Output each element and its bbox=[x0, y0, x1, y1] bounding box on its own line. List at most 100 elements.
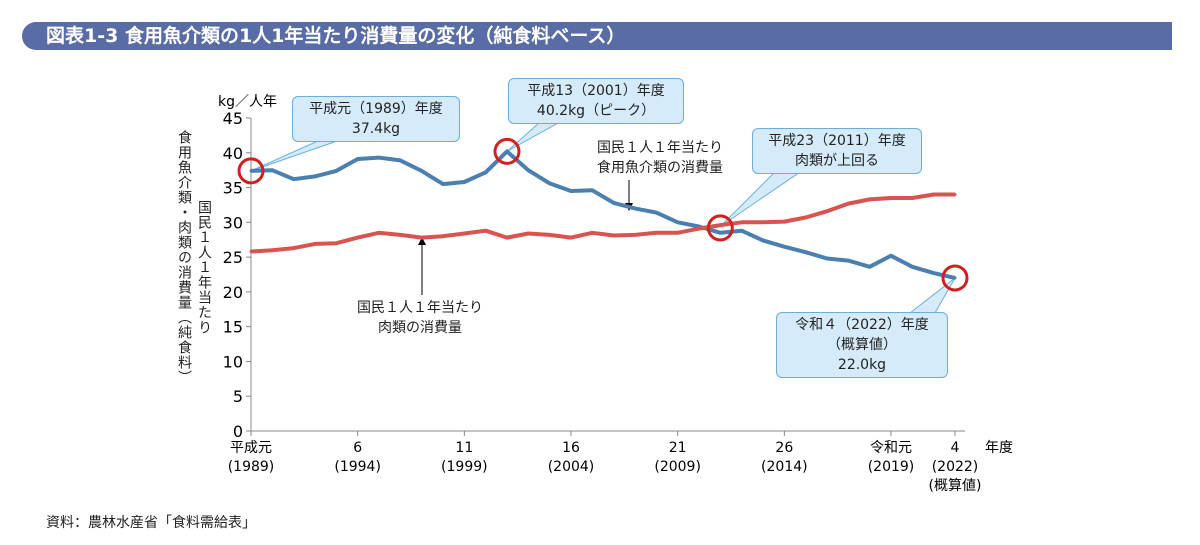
data-point-meat bbox=[889, 196, 893, 200]
data-point-meat bbox=[292, 246, 296, 250]
y-axis-label-outer: 食用魚介類・肉類の消費量（純食料） bbox=[176, 130, 192, 385]
data-point-meat bbox=[868, 197, 872, 201]
data-point-meat bbox=[740, 220, 744, 224]
data-point-fish bbox=[718, 231, 722, 235]
data-point-meat bbox=[398, 233, 402, 237]
callout-1989: 平成元（1989）年度 37.4kg bbox=[292, 96, 460, 142]
data-point-fish bbox=[804, 250, 808, 254]
data-point-meat bbox=[249, 250, 253, 254]
data-point-meat bbox=[718, 223, 722, 227]
data-point-fish bbox=[740, 229, 744, 233]
y-tick-label: 5 bbox=[233, 387, 243, 406]
data-point-fish bbox=[932, 271, 936, 275]
data-point-fish bbox=[505, 149, 509, 153]
data-point-fish bbox=[356, 157, 360, 161]
data-point-fish bbox=[782, 245, 786, 249]
callout-line: 37.4kg bbox=[351, 121, 401, 137]
data-point-fish bbox=[484, 170, 488, 174]
callout-pointer bbox=[250, 139, 341, 172]
data-point-meat bbox=[761, 220, 765, 224]
data-point-meat bbox=[697, 227, 701, 231]
data-point-fish bbox=[633, 206, 637, 210]
x-tick-label: 6 bbox=[353, 440, 362, 456]
y-tick-label: 45 bbox=[223, 109, 243, 128]
data-point-fish bbox=[249, 169, 253, 173]
highlight-circle bbox=[706, 214, 734, 242]
data-point-fish bbox=[654, 211, 658, 215]
callout-line: 平成元（1989）年度 bbox=[309, 101, 443, 117]
data-point-fish bbox=[334, 169, 338, 173]
data-point-meat bbox=[548, 233, 552, 237]
x-tick-label: 16 bbox=[562, 440, 580, 456]
data-point-meat bbox=[441, 234, 445, 238]
callout-line: 平成13（2001）年度 bbox=[527, 83, 665, 99]
data-point-meat bbox=[825, 209, 829, 213]
data-point-fish bbox=[441, 182, 445, 186]
data-point-meat bbox=[313, 242, 317, 246]
data-point-meat bbox=[910, 196, 914, 200]
data-point-meat bbox=[612, 234, 616, 238]
callout-line: 肉類が上回る bbox=[795, 153, 879, 169]
data-point-fish bbox=[910, 265, 914, 269]
x-tick-label: (2019) bbox=[868, 459, 915, 475]
y-tick-label: 10 bbox=[223, 352, 243, 371]
data-point-meat bbox=[804, 215, 808, 219]
callout-2022: 令和４（2022）年度 （概算値） 22.0kg bbox=[776, 312, 948, 378]
data-point-fish bbox=[377, 156, 381, 160]
x-tick-label: (1994) bbox=[334, 459, 381, 475]
y-axis-label-inner: 国民１人１年当たり bbox=[196, 200, 212, 335]
x-tick-label: (2022) bbox=[932, 459, 979, 475]
highlight-circle bbox=[941, 264, 969, 292]
x-tick-label: (1999) bbox=[441, 459, 488, 475]
callout-line: 22.0kg bbox=[837, 357, 887, 373]
x-tick-label: 4 bbox=[951, 440, 960, 456]
source-note: 資料：農林水産省「食料需給表」 bbox=[46, 515, 256, 531]
data-point-fish bbox=[270, 168, 274, 172]
x-tick-label: (2004) bbox=[548, 459, 595, 475]
figure-title: 図表1-3 食用魚介類の1人1年当たり消費量の変化（純食料ベース） bbox=[22, 22, 1172, 50]
y-tick-label: 20 bbox=[223, 283, 243, 302]
data-point-fish bbox=[953, 276, 957, 280]
data-point-fish bbox=[313, 174, 317, 178]
note-line: 国民１人１年当たり bbox=[597, 140, 723, 156]
data-point-meat bbox=[420, 236, 424, 240]
data-point-fish bbox=[462, 180, 466, 184]
fish-note: 国民１人１年当たり 食用魚介類の消費量 bbox=[580, 138, 740, 178]
data-point-fish bbox=[825, 257, 829, 261]
data-point-meat bbox=[782, 220, 786, 224]
highlight-circle bbox=[493, 137, 521, 165]
callout-line: 平成23（2011）年度 bbox=[768, 133, 906, 149]
series-line-fish bbox=[250, 149, 956, 280]
x-tick-label: 令和元 bbox=[870, 440, 912, 456]
callout-line: 40.2kg（ピーク） bbox=[536, 103, 656, 119]
data-point-meat bbox=[569, 236, 573, 240]
data-point-fish bbox=[398, 158, 402, 162]
data-point-meat bbox=[932, 193, 936, 197]
x-tick-label: 11 bbox=[455, 440, 473, 456]
callout-pointer bbox=[719, 171, 802, 227]
x-tick-label: 21 bbox=[669, 440, 687, 456]
data-point-fish bbox=[569, 189, 573, 193]
data-point-fish bbox=[590, 188, 594, 192]
data-point-fish bbox=[676, 220, 680, 224]
data-point-meat bbox=[484, 229, 488, 233]
callout-line: 令和４（2022）年度 bbox=[795, 317, 929, 333]
y-unit-label: kg／人年 bbox=[218, 94, 277, 110]
y-tick-label: 35 bbox=[223, 179, 243, 198]
callout-pointer bbox=[908, 277, 956, 314]
y-tick-label: 25 bbox=[223, 248, 243, 267]
callout-2001: 平成13（2001）年度 40.2kg（ピーク） bbox=[508, 78, 684, 124]
y-tick-label: 15 bbox=[223, 318, 243, 337]
x-unit-label: 年度 bbox=[985, 440, 1013, 456]
data-point-meat bbox=[356, 236, 360, 240]
data-point-fish bbox=[526, 168, 530, 172]
data-point-meat bbox=[676, 231, 680, 235]
meat-note: 国民１人１年当たり 肉類の消費量 bbox=[340, 298, 500, 338]
data-point-meat bbox=[526, 231, 530, 235]
x-tick-label: (概算値) bbox=[929, 478, 982, 494]
data-point-fish bbox=[420, 169, 424, 173]
data-point-meat bbox=[590, 231, 594, 235]
callout-line: （概算値） bbox=[827, 337, 897, 353]
data-point-meat bbox=[377, 231, 381, 235]
data-point-meat bbox=[846, 202, 850, 206]
